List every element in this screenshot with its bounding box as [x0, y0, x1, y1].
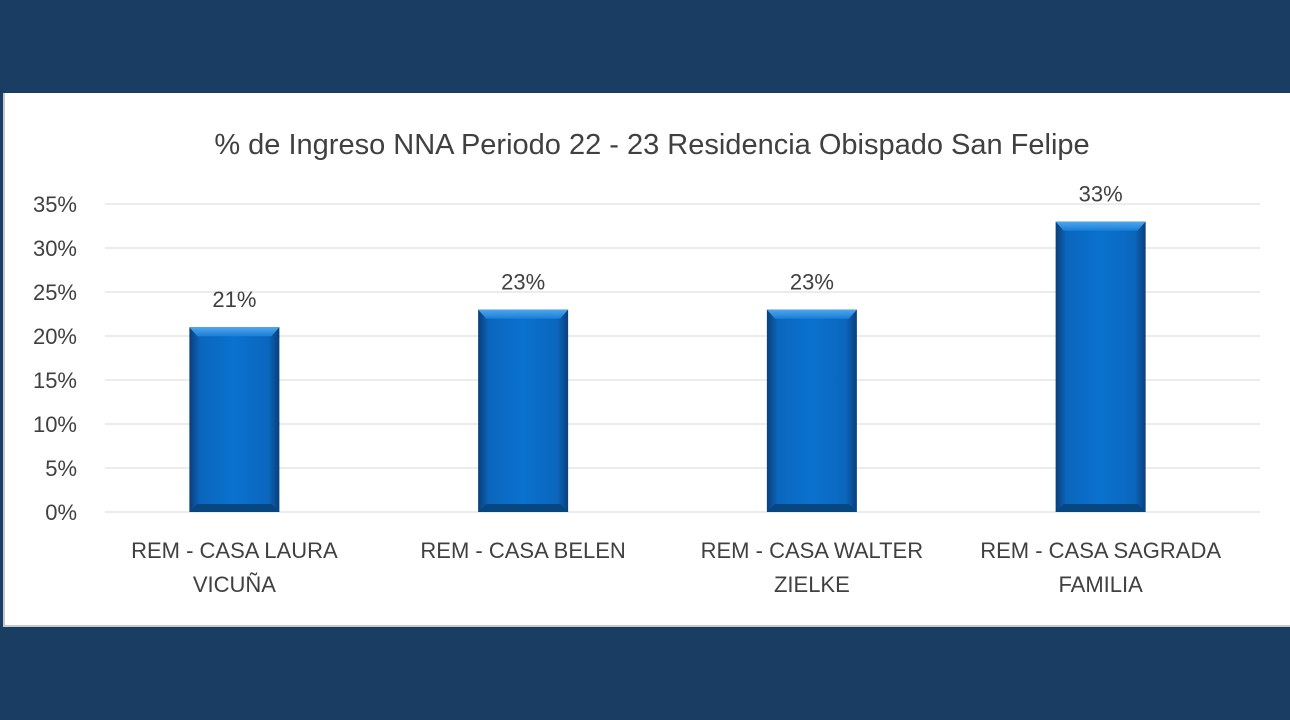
category-label-line: FAMILIA — [1058, 572, 1143, 597]
category-label: REM - CASA LAURA VICUÑA — [131, 538, 338, 597]
bar — [189, 327, 280, 512]
category-label: REM - CASA BELEN — [420, 538, 625, 563]
bar-chart: % de Ingreso NNA Periodo 22 - 23 Residen… — [33, 129, 1260, 597]
bars — [189, 221, 1146, 512]
gridlines — [105, 203, 1260, 513]
bar-body — [189, 327, 280, 512]
y-tick-label: 5% — [45, 456, 77, 481]
data-label: 23% — [790, 270, 834, 295]
bar-bevel-bottom — [1055, 504, 1146, 512]
y-tick-label: 0% — [45, 500, 77, 525]
bar-bevel — [1055, 221, 1146, 231]
bar-bevel-bottom — [766, 504, 857, 512]
bar-bevel — [766, 309, 857, 319]
category-labels: REM - CASA LAURA VICUÑA REM - CASA BELEN RE… — [131, 538, 1221, 597]
data-label: 33% — [1079, 182, 1123, 207]
y-tick-label: 25% — [33, 280, 77, 305]
bar-bevel — [478, 309, 569, 319]
chart-title: % de Ingreso NNA Periodo 22 - 23 Residen… — [214, 129, 1089, 161]
y-tick-label: 30% — [33, 236, 77, 261]
y-tick-label: 20% — [33, 324, 77, 349]
chart-panel: % de Ingreso NNA Periodo 22 - 23 Residen… — [3, 93, 1290, 627]
category-label: REM - CASA SAGRADA FAMILIA — [980, 538, 1221, 597]
bar-bevel-bottom — [478, 504, 569, 512]
bar — [1055, 221, 1146, 512]
category-label: REM - CASA WALTER ZIELKE — [701, 538, 923, 597]
bar-bevel — [189, 327, 280, 337]
y-axis-ticks: 0% 5% 10% 15% 20% 25% 30% 35% — [33, 192, 77, 525]
top-band — [0, 0, 1290, 93]
y-tick-label: 10% — [33, 412, 77, 437]
data-label: 21% — [212, 287, 256, 312]
bar-body — [766, 309, 857, 512]
data-labels: 21% 23% 23% 33% — [212, 182, 1122, 313]
bar-body — [478, 309, 569, 512]
category-label-line: REM - CASA BELEN — [420, 538, 625, 563]
category-label-line: REM - CASA SAGRADA — [980, 538, 1221, 563]
data-label: 23% — [501, 270, 545, 295]
y-tick-label: 35% — [33, 192, 77, 217]
category-label-line: REM - CASA WALTER — [701, 538, 923, 563]
category-label-line: REM - CASA LAURA — [131, 538, 338, 563]
category-label-line: ZIELKE — [774, 572, 850, 597]
bar — [478, 309, 569, 512]
bar — [766, 309, 857, 512]
category-label-line: VICUÑA — [193, 572, 276, 597]
y-tick-label: 15% — [33, 368, 77, 393]
bar-body — [1055, 221, 1146, 512]
bottom-band — [0, 627, 1290, 720]
bar-bevel-bottom — [189, 504, 280, 512]
